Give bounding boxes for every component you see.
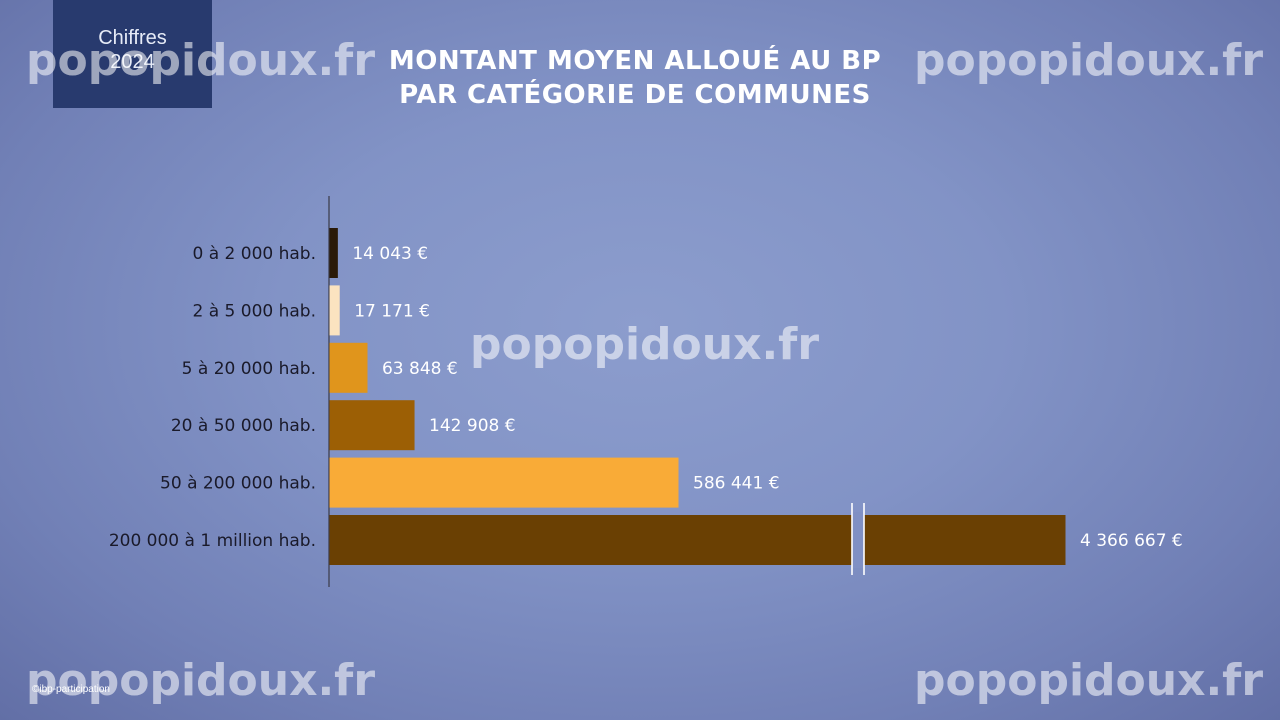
watermark-top-left: popopidoux.fr (26, 35, 376, 86)
watermark-center: popopidoux.fr (470, 319, 820, 370)
bar (329, 515, 1066, 565)
category-label: 50 à 200 000 hab. (160, 474, 316, 494)
watermark-top-right: popopidoux.fr (914, 35, 1264, 86)
bar (329, 228, 338, 278)
copyright-notice: ©ibp-participation (32, 684, 110, 695)
bar (329, 342, 368, 393)
value-label: 4 366 667 € (1080, 531, 1183, 551)
value-label: 142 908 € (429, 416, 516, 436)
category-label: 2 à 5 000 hab. (193, 301, 317, 321)
value-label: 63 848 € (382, 359, 458, 379)
bar (329, 400, 415, 451)
value-label: 17 171 € (354, 301, 430, 321)
chart-title-line-2: PAR CATÉGORIE DE COMMUNES (399, 80, 871, 110)
category-label: 5 à 20 000 hab. (182, 359, 316, 379)
category-label: 0 à 2 000 hab. (193, 244, 317, 264)
axis-break-gap (852, 512, 864, 568)
watermark-bottom-left: popopidoux.fr (26, 655, 376, 706)
badge-label: Chiffres (98, 27, 167, 49)
chart-title-line-1: MONTANT MOYEN ALLOUÉ AU BP (388, 46, 882, 76)
value-label: 586 441 € (693, 474, 780, 494)
category-label: 20 à 50 000 hab. (171, 416, 316, 436)
chart-title: MONTANT MOYEN ALLOUÉ AU BP PAR CATÉGORIE… (330, 44, 940, 112)
badge-year: 2024 (110, 51, 155, 73)
year-badge: Chiffres 2024 (53, 0, 212, 108)
bar (329, 285, 340, 336)
bar (329, 457, 679, 508)
category-label: 200 000 à 1 million hab. (109, 531, 316, 551)
value-label: 14 043 € (352, 244, 428, 264)
watermark-bottom-right: popopidoux.fr (914, 655, 1264, 706)
